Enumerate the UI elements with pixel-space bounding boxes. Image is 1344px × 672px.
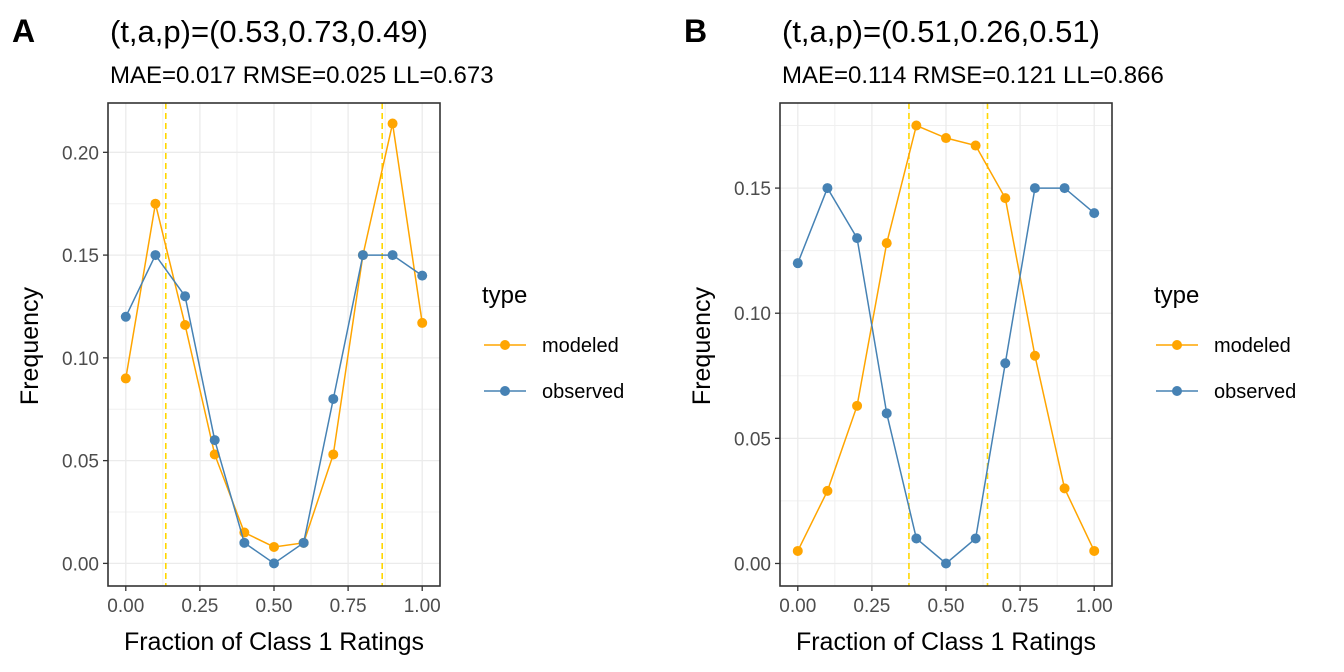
panel-a-y-tick-label: 0.15 — [62, 246, 99, 267]
panel-a-point-modeled — [387, 118, 398, 129]
panel-b-point-modeled — [881, 238, 892, 249]
panel-b-point-modeled — [1029, 350, 1040, 361]
panel-a-legend-title: type — [482, 282, 527, 309]
panel-b-point-observed — [970, 533, 981, 544]
panel-a-y-tick-label: 0.10 — [62, 349, 99, 370]
panel-a-legend-item-modeled: modeled — [484, 335, 619, 357]
panel-a-point-modeled — [150, 198, 161, 209]
panel-b-point-observed — [1000, 358, 1011, 369]
panel-a-legend: type modeled observed — [482, 282, 624, 403]
panel-a-y-tick-label: 0.05 — [62, 452, 99, 473]
panel-b-y-tick-label: 0.15 — [734, 179, 771, 200]
panel-a-point-modeled — [328, 449, 339, 460]
panel-b-point-observed — [1029, 183, 1040, 194]
panel-b-point-modeled — [970, 140, 981, 151]
panel-b-point-modeled — [911, 120, 922, 131]
panel-b-point-observed — [822, 183, 833, 194]
panel-a-x-tick-label: 0.75 — [330, 596, 367, 617]
panel-a-point-observed — [417, 270, 428, 281]
panel-b-legend-item-modeled: modeled — [1156, 335, 1291, 357]
panel-b-point-modeled — [1059, 483, 1070, 494]
panel-b-x-tick-label: 1.00 — [1076, 596, 1113, 617]
panel-a-point-modeled — [417, 317, 428, 328]
panel-a-point-observed — [120, 311, 131, 322]
panel-b-point-modeled — [852, 400, 863, 411]
panel-b-legend-title: type — [1154, 282, 1199, 309]
panel-a-y-axis-title: Frequency — [16, 286, 44, 405]
panel-a-point-observed — [298, 537, 309, 548]
panel-b-x-axis-title: Fraction of Class 1 Ratings — [796, 628, 1096, 656]
panel-letter-a: A — [12, 13, 35, 49]
panel-b-legend-label-modeled: modeled — [1214, 335, 1291, 357]
panel-b-legend-key-point-observed — [1172, 386, 1182, 396]
panel-a-point-modeled — [209, 449, 220, 460]
panel-a-point-observed — [209, 435, 220, 446]
panel-a-x-tick-label: 0.00 — [107, 596, 144, 617]
panel-b-point-modeled — [941, 133, 951, 144]
panel-b-subtitle: MAE=0.114 RMSE=0.121 LL=0.866 — [782, 62, 1164, 89]
panel-b-point-observed — [941, 558, 951, 569]
panel-b-x-tick-label: 0.25 — [853, 596, 890, 617]
panel-a-legend-item-observed: observed — [484, 381, 624, 403]
panel-a-y-tick-label: 0.00 — [62, 554, 99, 575]
panel-a-legend-key-point-modeled — [500, 340, 510, 350]
panel-b-point-observed — [1059, 183, 1070, 194]
panel-a-x-axis-title: Fraction of Class 1 Ratings — [124, 628, 424, 656]
panel-a-y-tick-label: 0.20 — [62, 143, 99, 164]
panel-a-subtitle: MAE=0.017 RMSE=0.025 LL=0.673 — [110, 62, 494, 89]
panel-a-point-observed — [239, 537, 250, 548]
panel-a-point-modeled — [269, 541, 279, 552]
panel-a-x-tick-label: 0.50 — [256, 596, 293, 617]
panel-b-y-axis-title: Frequency — [688, 286, 716, 405]
panel-b-point-modeled — [792, 545, 803, 556]
panel-b-point-modeled — [1089, 545, 1100, 556]
panel-a-point-observed — [328, 393, 339, 404]
panel-a-legend-key-point-observed — [500, 386, 510, 396]
panel-a-point-modeled — [120, 373, 131, 384]
panel-b-x-tick-label: 0.00 — [779, 596, 816, 617]
panel-b-point-modeled — [822, 485, 833, 496]
panel-a-point-observed — [357, 250, 368, 261]
panel-a-legend-label-observed: observed — [542, 381, 624, 403]
panel-b-y-tick-label: 0.00 — [734, 554, 771, 575]
panel-b-point-observed — [1089, 208, 1100, 219]
panel-a-plot: 0.00 0.25 0.50 0.75 1.00 0.00 0.05 0.10 0.15 0.20 — [62, 102, 441, 617]
panel-b-x-tick-label: 0.75 — [1002, 596, 1039, 617]
panel-a-point-observed — [387, 250, 398, 261]
panel-a-point-observed — [269, 558, 279, 569]
panel-b-y-tick-label: 0.05 — [734, 429, 771, 450]
panel-b-legend-label-observed: observed — [1214, 381, 1296, 403]
panel-b-y-tick-label: 0.10 — [734, 304, 771, 325]
panel-b-point-observed — [881, 408, 892, 419]
panel-b-point-observed — [911, 533, 922, 544]
panel-b-title: (t,a,p)=(0.51,0.26,0.51) — [782, 14, 1100, 49]
panel-b-point-modeled — [1000, 193, 1011, 204]
panel-a-title: (t,a,p)=(0.53,0.73,0.49) — [110, 14, 428, 49]
panel-b-x-tick-label: 0.50 — [928, 596, 965, 617]
panel-a-x-tick-label: 1.00 — [404, 596, 441, 617]
panel-a-point-observed — [150, 250, 161, 261]
panel-b-plot: 0.00 0.25 0.50 0.75 1.00 0.00 0.05 0.10 0.15 — [734, 102, 1113, 617]
panel-a-x-tick-label: 0.25 — [181, 596, 218, 617]
panel-a-legend-label-modeled: modeled — [542, 335, 619, 357]
panel-a: A (t,a,p)=(0.53,0.73,0.49) MAE=0.017 RMS… — [12, 13, 624, 656]
panel-b-point-observed — [792, 258, 803, 269]
panel-letter-b: B — [684, 13, 707, 49]
panel-b-legend-key-point-modeled — [1172, 340, 1182, 350]
panel-a-point-observed — [180, 291, 191, 302]
panel-b-legend: type modeled observed — [1154, 282, 1296, 403]
panel-a-point-modeled — [180, 319, 191, 330]
panel-b: B (t,a,p)=(0.51,0.26,0.51) MAE=0.114 RMS… — [684, 13, 1296, 656]
panel-b-point-observed — [852, 233, 863, 244]
panel-b-legend-item-observed: observed — [1156, 381, 1296, 403]
